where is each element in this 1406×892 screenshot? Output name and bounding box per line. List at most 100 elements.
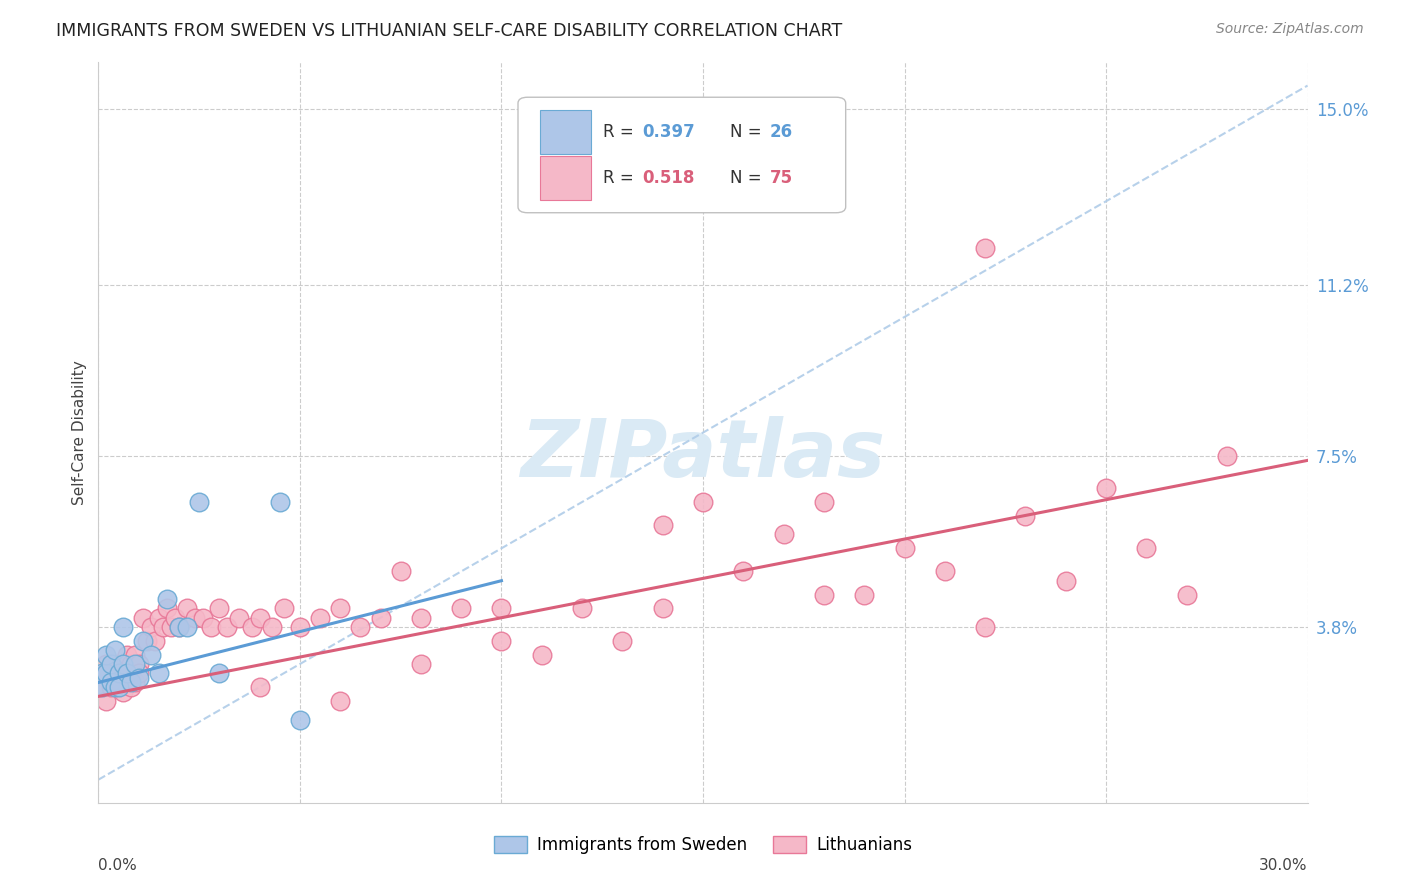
FancyBboxPatch shape	[517, 97, 845, 212]
Point	[329, 694, 352, 708]
Point	[1054, 574, 1077, 588]
Point	[176, 601, 198, 615]
Point	[132, 610, 155, 624]
Point	[115, 648, 138, 662]
Point	[107, 666, 129, 681]
Text: 0.0%: 0.0%	[98, 858, 138, 873]
Point	[160, 620, 183, 634]
Point	[156, 601, 179, 615]
Point	[111, 620, 134, 634]
Point	[124, 675, 146, 690]
Point	[1014, 508, 1036, 523]
Point	[111, 657, 134, 671]
Point	[96, 657, 118, 671]
Point	[389, 565, 412, 579]
Point	[120, 657, 142, 671]
Point	[128, 666, 150, 681]
Text: Source: ZipAtlas.com: Source: ZipAtlas.com	[1216, 22, 1364, 37]
Point	[349, 620, 371, 634]
Point	[228, 610, 250, 624]
Point	[260, 620, 283, 634]
Legend: Immigrants from Sweden, Lithuanians: Immigrants from Sweden, Lithuanians	[488, 830, 918, 861]
Point	[120, 675, 142, 690]
Point	[148, 610, 170, 624]
Point	[143, 633, 166, 648]
Text: N =: N =	[730, 169, 766, 186]
Point	[139, 620, 162, 634]
Text: 75: 75	[769, 169, 793, 186]
Text: R =: R =	[603, 123, 638, 141]
Text: 26: 26	[769, 123, 793, 141]
Point	[115, 666, 138, 681]
Point	[111, 657, 134, 671]
Point	[124, 657, 146, 671]
Point	[107, 680, 129, 694]
Point	[813, 495, 835, 509]
Point	[974, 240, 997, 255]
FancyBboxPatch shape	[540, 156, 591, 200]
Point	[249, 610, 271, 624]
Point	[571, 601, 593, 615]
Point	[733, 565, 755, 579]
Point	[167, 620, 190, 634]
Point	[96, 648, 118, 662]
Point	[409, 610, 432, 624]
Point	[200, 620, 222, 634]
Point	[217, 620, 239, 634]
Point	[273, 601, 295, 615]
Point	[1216, 449, 1239, 463]
Point	[103, 675, 125, 690]
Point	[813, 588, 835, 602]
Point	[269, 495, 291, 509]
Point	[612, 633, 634, 648]
FancyBboxPatch shape	[540, 111, 591, 154]
Point	[128, 671, 150, 685]
Point	[309, 610, 332, 624]
Point	[156, 592, 179, 607]
Point	[1135, 541, 1157, 556]
Point	[135, 633, 157, 648]
Point	[124, 648, 146, 662]
Point	[188, 495, 211, 509]
Point	[288, 713, 311, 727]
Point	[193, 610, 215, 624]
Point	[450, 601, 472, 615]
Text: 30.0%: 30.0%	[1260, 858, 1308, 873]
Point	[1095, 481, 1118, 495]
Point	[103, 657, 125, 671]
Text: R =: R =	[603, 169, 638, 186]
Point	[329, 601, 352, 615]
Point	[208, 666, 231, 681]
Point	[893, 541, 915, 556]
Point	[651, 518, 673, 533]
Point	[100, 657, 122, 671]
Point	[100, 680, 122, 694]
Point	[152, 620, 174, 634]
Point	[91, 680, 114, 694]
Text: 0.518: 0.518	[643, 169, 695, 186]
Point	[240, 620, 263, 634]
Point	[115, 666, 138, 681]
Point	[132, 633, 155, 648]
Point	[103, 680, 125, 694]
Text: IMMIGRANTS FROM SWEDEN VS LITHUANIAN SELF-CARE DISABILITY CORRELATION CHART: IMMIGRANTS FROM SWEDEN VS LITHUANIAN SEL…	[56, 22, 842, 40]
Point	[91, 666, 114, 681]
Point	[148, 666, 170, 681]
Point	[491, 633, 513, 648]
Point	[111, 685, 134, 699]
Point	[1175, 588, 1198, 602]
Point	[370, 610, 392, 624]
Point	[491, 601, 513, 615]
Point	[128, 657, 150, 671]
Point	[91, 666, 114, 681]
Point	[100, 675, 122, 690]
Point	[934, 565, 956, 579]
Point	[107, 666, 129, 681]
Point	[100, 666, 122, 681]
Text: N =: N =	[730, 123, 766, 141]
Point	[107, 680, 129, 694]
Point	[139, 648, 162, 662]
Point	[91, 680, 114, 694]
Point	[184, 610, 207, 624]
Point	[120, 680, 142, 694]
